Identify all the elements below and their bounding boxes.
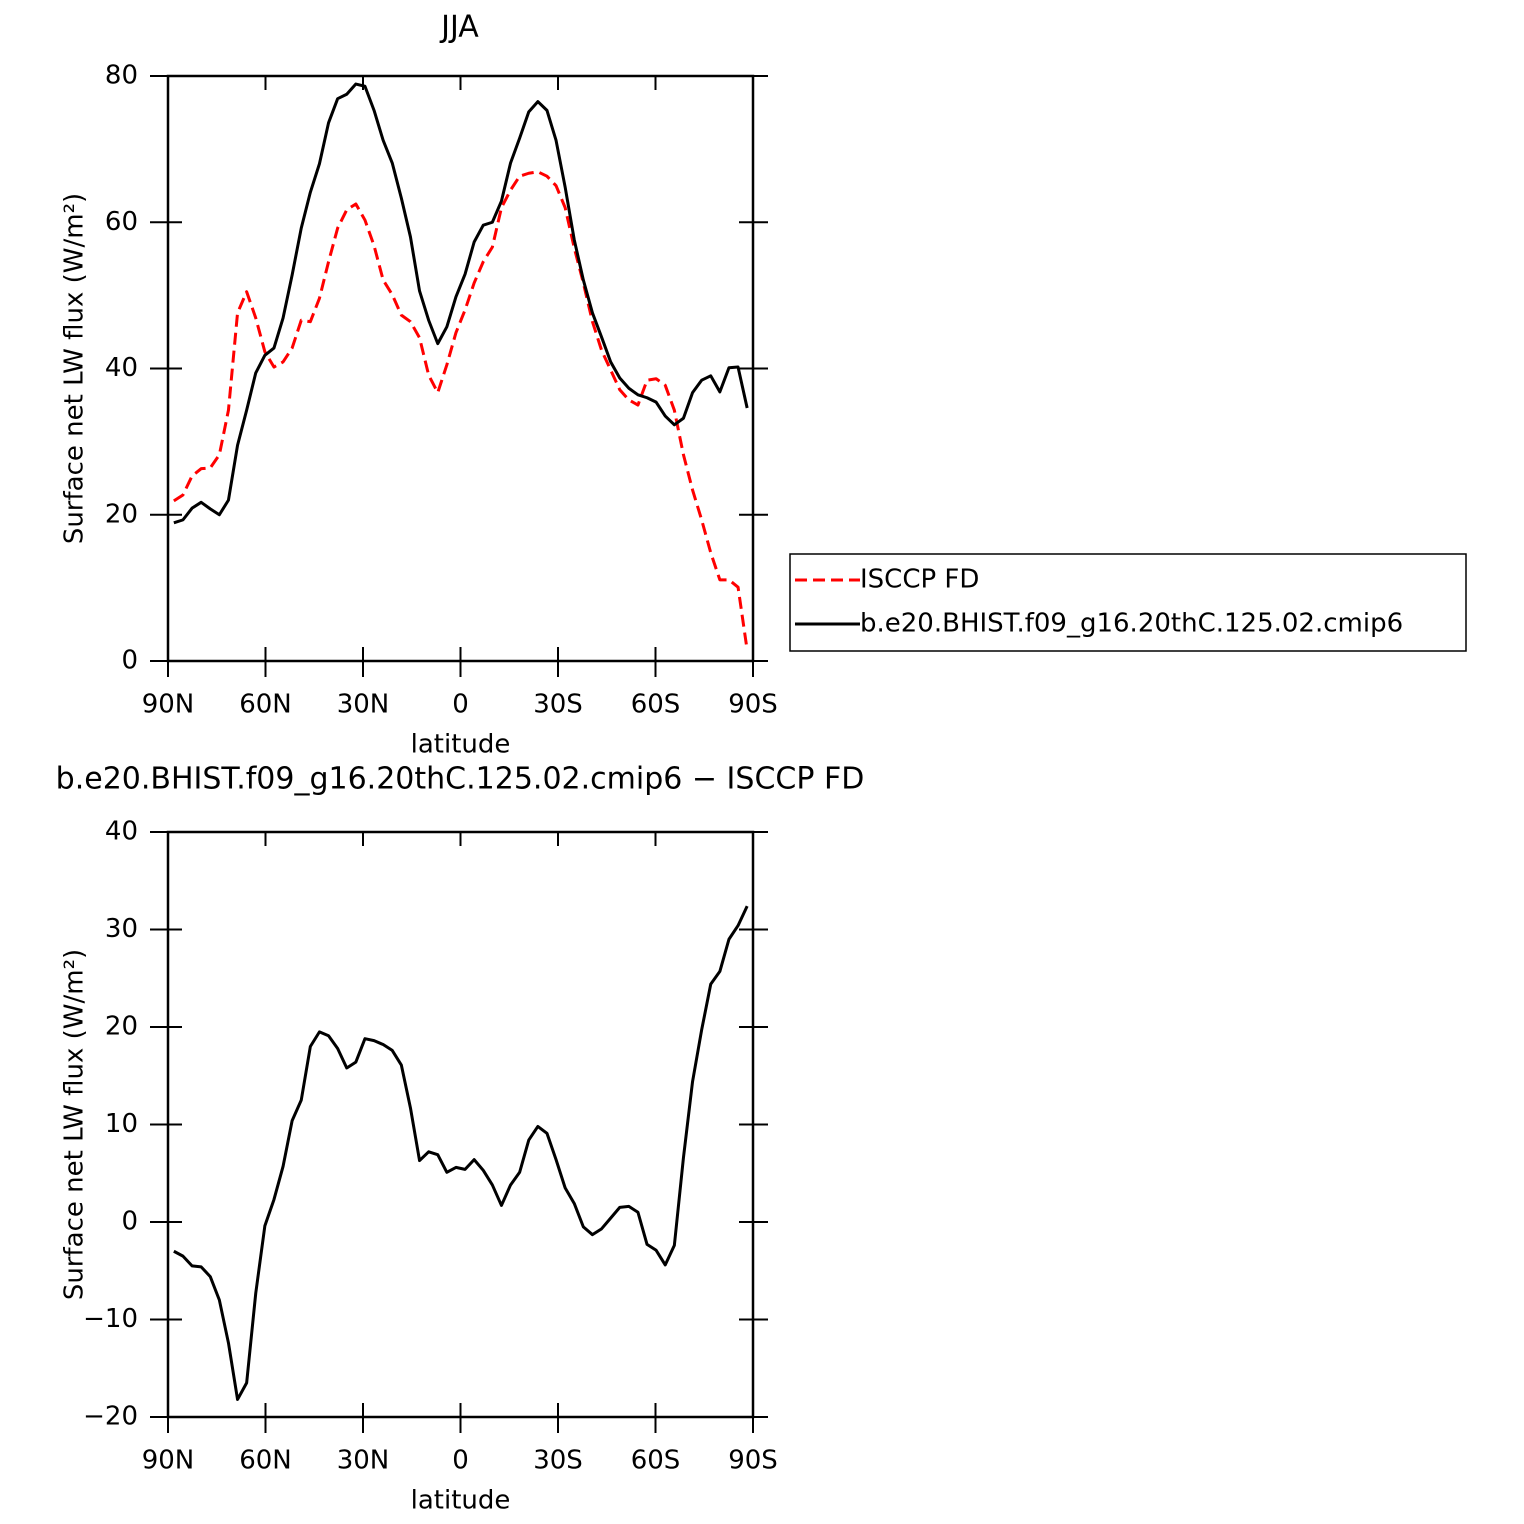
x-tick-label: 30N (337, 690, 390, 720)
y-axis-label: Surface net LW flux (W/m²) (60, 193, 90, 544)
y-tick-label: 30 (105, 914, 138, 944)
legend-label: b.e20.BHIST.f09_g16.20thC.125.02.cmip6 (860, 609, 1403, 639)
chart-title: JJA (439, 10, 479, 45)
x-tick-label: 30S (533, 690, 583, 720)
y-tick-label: 20 (105, 1012, 138, 1042)
plot-frame (166, 74, 755, 663)
legend-label: ISCCP FD (860, 565, 979, 595)
data-line (173, 170, 749, 651)
y-tick-label: 0 (121, 646, 138, 676)
y-tick-label: 40 (105, 353, 138, 383)
x-tick-label: 60N (239, 690, 292, 720)
y-tick-label: −10 (83, 1304, 138, 1334)
x-tick-label: 30S (533, 1446, 583, 1476)
x-tick-label: 90S (728, 1446, 778, 1476)
x-tick-label: 0 (452, 1446, 469, 1476)
plot-frame (166, 830, 755, 1419)
data-line (173, 905, 749, 1401)
x-axis-label: latitude (411, 1486, 511, 1516)
y-tick-label: 20 (105, 499, 138, 529)
x-tick-label: 0 (452, 690, 469, 720)
x-tick-label: 90S (728, 690, 778, 720)
y-tick-label: 10 (105, 1109, 138, 1139)
y-tick-label: 80 (105, 61, 138, 91)
y-tick-label: 60 (105, 207, 138, 237)
x-tick-label: 60N (239, 1446, 292, 1476)
chart-title: b.e20.BHIST.f09_g16.20thC.125.02.cmip6 −… (56, 762, 865, 797)
x-tick-label: 90N (142, 1446, 195, 1476)
x-axis-label: latitude (411, 730, 511, 760)
y-axis-label: Surface net LW flux (W/m²) (60, 949, 90, 1300)
x-tick-label: 30N (337, 1446, 390, 1476)
y-tick-label: −20 (83, 1402, 138, 1432)
x-tick-label: 60S (631, 1446, 681, 1476)
x-tick-label: 60S (631, 690, 681, 720)
y-tick-label: 0 (121, 1207, 138, 1237)
x-tick-label: 90N (142, 690, 195, 720)
y-tick-label: 40 (105, 817, 138, 847)
legend-box (789, 553, 1467, 652)
data-line (173, 82, 749, 525)
